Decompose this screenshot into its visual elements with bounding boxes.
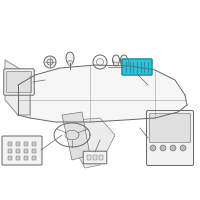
- Bar: [16, 156, 20, 160]
- Bar: [8, 149, 12, 153]
- Bar: [8, 142, 12, 146]
- FancyBboxPatch shape: [83, 151, 107, 164]
- Bar: [32, 142, 36, 146]
- FancyBboxPatch shape: [150, 114, 190, 142]
- Ellipse shape: [66, 52, 74, 64]
- Ellipse shape: [120, 55, 128, 65]
- Polygon shape: [5, 60, 30, 115]
- Circle shape: [47, 59, 53, 65]
- Bar: [32, 156, 36, 160]
- Bar: [24, 156, 28, 160]
- Bar: [8, 156, 12, 160]
- Circle shape: [44, 56, 56, 68]
- FancyBboxPatch shape: [146, 110, 194, 166]
- Ellipse shape: [112, 55, 120, 65]
- Bar: [32, 149, 36, 153]
- Bar: [99, 155, 103, 160]
- Bar: [24, 149, 28, 153]
- Circle shape: [150, 145, 156, 151]
- FancyBboxPatch shape: [4, 69, 34, 95]
- Circle shape: [170, 145, 176, 151]
- Bar: [16, 142, 20, 146]
- Polygon shape: [75, 118, 115, 168]
- Circle shape: [96, 58, 104, 66]
- Circle shape: [180, 145, 186, 151]
- Bar: [16, 149, 20, 153]
- FancyBboxPatch shape: [2, 136, 42, 165]
- Ellipse shape: [122, 62, 127, 66]
- Polygon shape: [62, 112, 90, 160]
- Circle shape: [68, 60, 72, 66]
- Circle shape: [160, 145, 166, 151]
- FancyBboxPatch shape: [122, 59, 152, 75]
- FancyBboxPatch shape: [6, 72, 32, 92]
- Bar: [93, 155, 97, 160]
- Ellipse shape: [114, 62, 118, 66]
- Polygon shape: [18, 65, 187, 122]
- Bar: [24, 142, 28, 146]
- Bar: [87, 155, 91, 160]
